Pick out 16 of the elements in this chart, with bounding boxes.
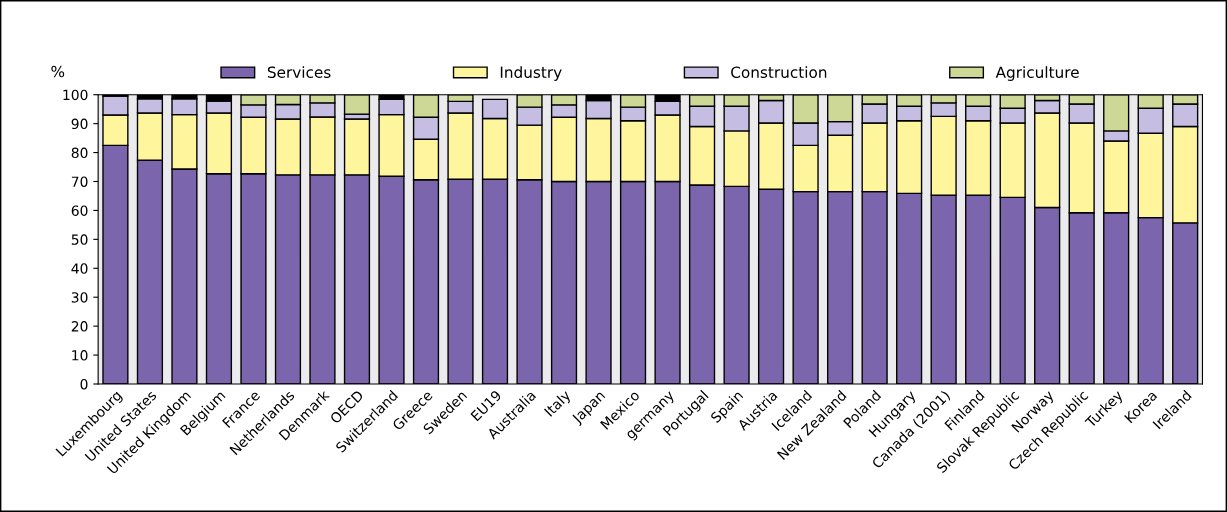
legend-label: Agriculture [995,66,1079,81]
y-tick-label: 100 [63,89,88,101]
y-tick-label: 70 [71,176,88,187]
legend-label: Industry [500,66,562,81]
y-tick-label: 0 [80,378,88,390]
y-tick-label: 40 [71,263,88,274]
y-axis-title: % [51,65,65,78]
legend-label: Construction [731,66,827,79]
y-tick-label: 20 [71,321,88,332]
legend-label: Services [267,66,331,79]
y-tick-label: 30 [71,292,88,303]
y-tick-label: 90 [71,118,88,130]
y-tick-label: 80 [71,147,88,159]
y-tick-label: 60 [71,205,88,216]
y-tick-label: 50 [71,234,88,245]
y-tick-label: 10 [72,350,88,361]
